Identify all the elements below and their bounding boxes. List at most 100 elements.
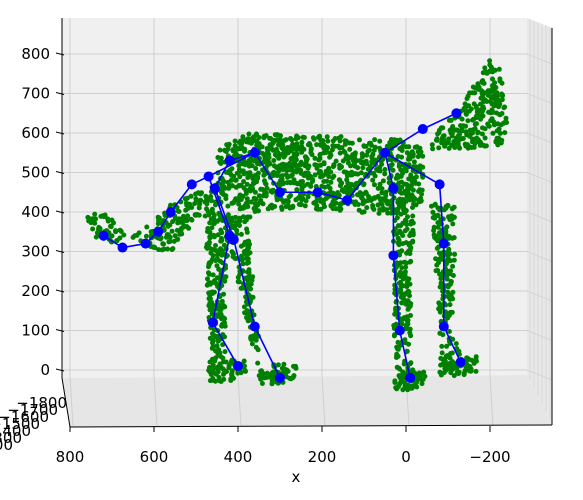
cloud-point (440, 332, 445, 337)
cloud-point (405, 322, 410, 327)
cloud-point (498, 79, 503, 84)
cloud-point (302, 135, 307, 140)
cloud-point (208, 230, 213, 235)
skeleton-joint-neck (418, 124, 428, 134)
cloud-point (485, 71, 490, 76)
cloud-point (299, 144, 304, 149)
cloud-point (287, 161, 292, 166)
cloud-point (197, 205, 202, 210)
cloud-point (220, 184, 225, 189)
cloud-point (252, 196, 257, 201)
cloud-point (488, 90, 493, 95)
cloud-point (339, 134, 344, 139)
cloud-point (273, 132, 278, 137)
cloud-point (437, 230, 442, 235)
skeleton-joint-back-paw-r (275, 373, 285, 383)
cloud-point (437, 251, 442, 256)
x-tick-label: 800 (56, 448, 85, 466)
cloud-point (378, 201, 383, 206)
cloud-point (314, 206, 319, 211)
paw-point (418, 377, 423, 382)
cloud-point (85, 215, 90, 220)
x-tick-label: 400 (224, 448, 253, 466)
skeleton-joint-tail-base (187, 179, 197, 189)
cloud-point (500, 111, 505, 116)
skeleton-joint-front-ankle-l (395, 326, 405, 336)
cloud-point (447, 118, 452, 123)
cloud-point (465, 142, 470, 147)
cloud-point (406, 190, 411, 195)
paw-point (292, 373, 297, 378)
paw-point (474, 359, 479, 364)
cloud-point (218, 354, 223, 359)
cloud-point (450, 206, 455, 211)
cloud-point (378, 182, 383, 187)
cloud-point (442, 207, 447, 212)
paw-point (455, 369, 460, 374)
cloud-point (276, 181, 281, 186)
cloud-point (357, 208, 362, 213)
cloud-point (474, 104, 479, 109)
cloud-point (254, 139, 259, 144)
paw-point (392, 378, 397, 383)
cloud-point (352, 164, 357, 169)
paw-point (242, 359, 247, 364)
cloud-point (205, 246, 210, 251)
cloud-point (439, 344, 444, 349)
cloud-point (491, 131, 496, 136)
cloud-point (388, 143, 393, 148)
cloud-point (320, 174, 325, 179)
cloud-point (450, 221, 455, 226)
cloud-point (449, 143, 454, 148)
cloud-point (432, 216, 437, 221)
cloud-point (499, 138, 504, 143)
cloud-point (235, 147, 240, 152)
cloud-point (189, 217, 194, 222)
cloud-point (396, 347, 401, 352)
cloud-point (432, 225, 437, 230)
cloud-point (290, 204, 295, 209)
cloud-point (434, 237, 439, 242)
cloud-point (370, 178, 375, 183)
cloud-point (229, 166, 234, 171)
cloud-point (479, 96, 484, 101)
cloud-point (311, 201, 316, 206)
cloud-point (399, 265, 404, 270)
cloud-point (381, 208, 386, 213)
cloud-point (277, 163, 282, 168)
paw-point (403, 385, 408, 390)
skeleton-joint-hip-2 (210, 183, 220, 193)
cloud-point (397, 180, 402, 185)
cloud-point (279, 205, 284, 210)
cloud-point (236, 275, 241, 280)
cloud-point (181, 225, 186, 230)
cloud-point (488, 110, 493, 115)
cloud-point (294, 168, 299, 173)
cloud-point (204, 206, 209, 211)
cloud-point (306, 166, 311, 171)
skeleton-joint-front-knee-l (388, 250, 398, 260)
cloud-point (482, 65, 487, 70)
cloud-point (189, 205, 194, 210)
paw-point (222, 371, 227, 376)
cloud-point (286, 167, 291, 172)
paw-point (286, 369, 291, 374)
cloud-point (177, 232, 182, 237)
paw-point (396, 384, 401, 389)
cloud-point (262, 155, 267, 160)
cloud-point (398, 167, 403, 172)
cloud-point (400, 148, 405, 153)
cloud-point (206, 291, 211, 296)
cloud-point (334, 206, 339, 211)
cloud-point (347, 141, 352, 146)
cloud-point (497, 67, 502, 72)
cloud-point (472, 90, 477, 95)
cloud-point (435, 136, 440, 141)
z-tick-label: 800 (21, 45, 50, 63)
cloud-point (444, 224, 449, 229)
cloud-point (490, 102, 495, 107)
cloud-point (397, 238, 402, 243)
cloud-point (396, 223, 401, 228)
cloud-point (218, 309, 223, 314)
